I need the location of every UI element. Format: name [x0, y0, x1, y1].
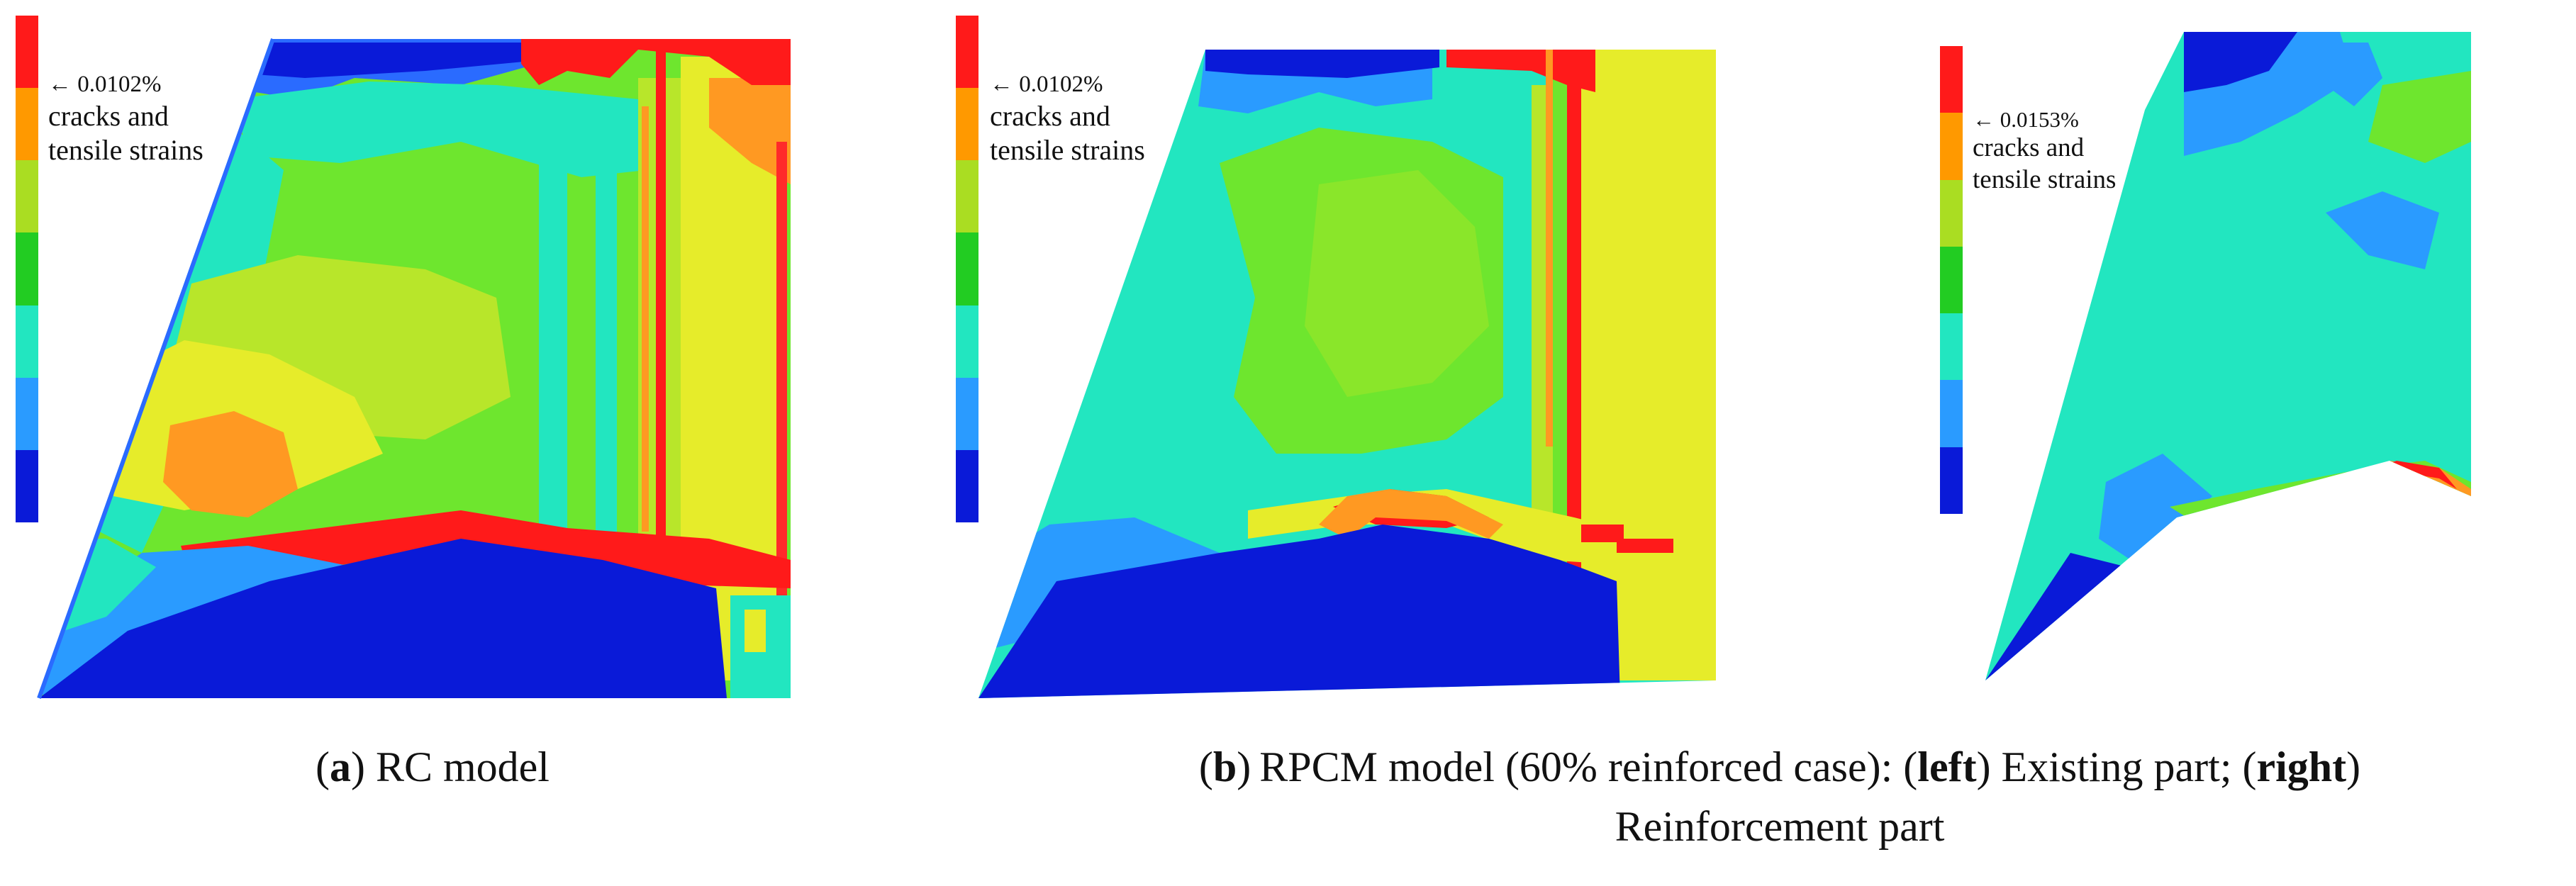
- caption-a-letter: a: [329, 744, 351, 790]
- panel-a-contour-plot: [37, 38, 791, 700]
- annotation-value-line: ← 0.0153%: [1973, 107, 2079, 132]
- annotation-value-line: ← 0.0102%: [48, 72, 162, 97]
- legend-swatch-yellowgreen: [956, 160, 978, 233]
- annotation-value-line: ← 0.0102%: [990, 72, 1103, 97]
- legend-swatch-lightblue: [956, 377, 978, 450]
- legend-swatch-blue: [1940, 447, 1963, 514]
- caption-a-text: RC model: [375, 744, 550, 790]
- legend-swatch-lightblue: [16, 377, 38, 450]
- legend-swatch-cyan: [956, 305, 978, 378]
- caption-b-right-word: right: [2256, 744, 2347, 790]
- legend-swatch-lightblue: [1940, 380, 1963, 447]
- caption-b-letter: b: [1212, 744, 1237, 790]
- caption-b-text-3: ): [2346, 744, 2361, 790]
- panel-a-annotation: ← 0.0102% cracks and tensile strains: [48, 71, 203, 167]
- caption-a: (a) RC model: [316, 744, 550, 790]
- caption-b-text-1: RPCM model (60% reinforced case): (: [1259, 744, 1918, 790]
- annotation-value: 0.0153%: [2000, 107, 2079, 132]
- legend-swatch-yellowgreen: [1940, 179, 1963, 247]
- legend-swatch-orange: [1940, 113, 1963, 180]
- annotation-text-line-2: tensile strains: [990, 133, 1145, 166]
- legend-swatch-green: [956, 232, 978, 305]
- annotation-text-line-1: cracks and: [1973, 133, 2085, 163]
- panel-b-right-color-legend: [1940, 46, 1963, 514]
- legend-swatch-cyan: [1940, 313, 1963, 381]
- caption-b-line-1: (b) RPCM model (60% reinforced case): (le…: [1198, 744, 2361, 790]
- panel-b-left-contour-plot: [978, 50, 1716, 698]
- panel-b-left-color-legend: [956, 16, 978, 522]
- panel-a-color-legend: [16, 16, 38, 522]
- legend-swatch-green: [16, 232, 38, 305]
- legend-swatch-red: [956, 16, 978, 89]
- annotation-value: 0.0102%: [77, 72, 162, 97]
- legend-swatch-cyan: [16, 305, 38, 378]
- annotation-text-line-1: cracks and: [48, 99, 169, 132]
- panel-b-right-annotation: ← 0.0153% cracks and tensile strains: [1973, 106, 2116, 196]
- legend-swatch-blue: [16, 449, 38, 522]
- legend-swatch-red: [1940, 46, 1963, 113]
- legend-swatch-orange: [956, 88, 978, 161]
- caption-b: (b) RPCM model (60% reinforced case): (le…: [993, 737, 2567, 856]
- legend-swatch-blue: [956, 449, 978, 522]
- panel-b-left-existing-part: ← 0.0102% cracks and tensile strains: [950, 0, 1730, 709]
- panel-a-rc-model: ← 0.0102% cracks and tensile strains: [0, 0, 801, 709]
- annotation-text-line-1: cracks and: [990, 99, 1110, 132]
- caption-b-line-2: Reinforcement part: [1615, 803, 1945, 850]
- legend-swatch-green: [1940, 246, 1963, 314]
- panel-b-right-contour-plot: [1985, 32, 2471, 680]
- legend-swatch-yellowgreen: [16, 160, 38, 233]
- annotation-text-line-2: tensile strains: [48, 133, 203, 166]
- annotation-text-line-2: tensile strains: [1973, 164, 2117, 194]
- legend-swatch-red: [16, 16, 38, 89]
- legend-swatch-orange: [16, 88, 38, 161]
- caption-b-text-2: ) Existing part; (: [1976, 744, 2257, 790]
- panel-b-left-annotation: ← 0.0102% cracks and tensile strains: [990, 71, 1145, 167]
- panel-b-right-reinforcement-part: ← 0.0153% cracks and tensile strains: [1929, 0, 2567, 709]
- caption-b-left-word: left: [1917, 744, 1977, 790]
- annotation-value: 0.0102%: [1019, 72, 1103, 97]
